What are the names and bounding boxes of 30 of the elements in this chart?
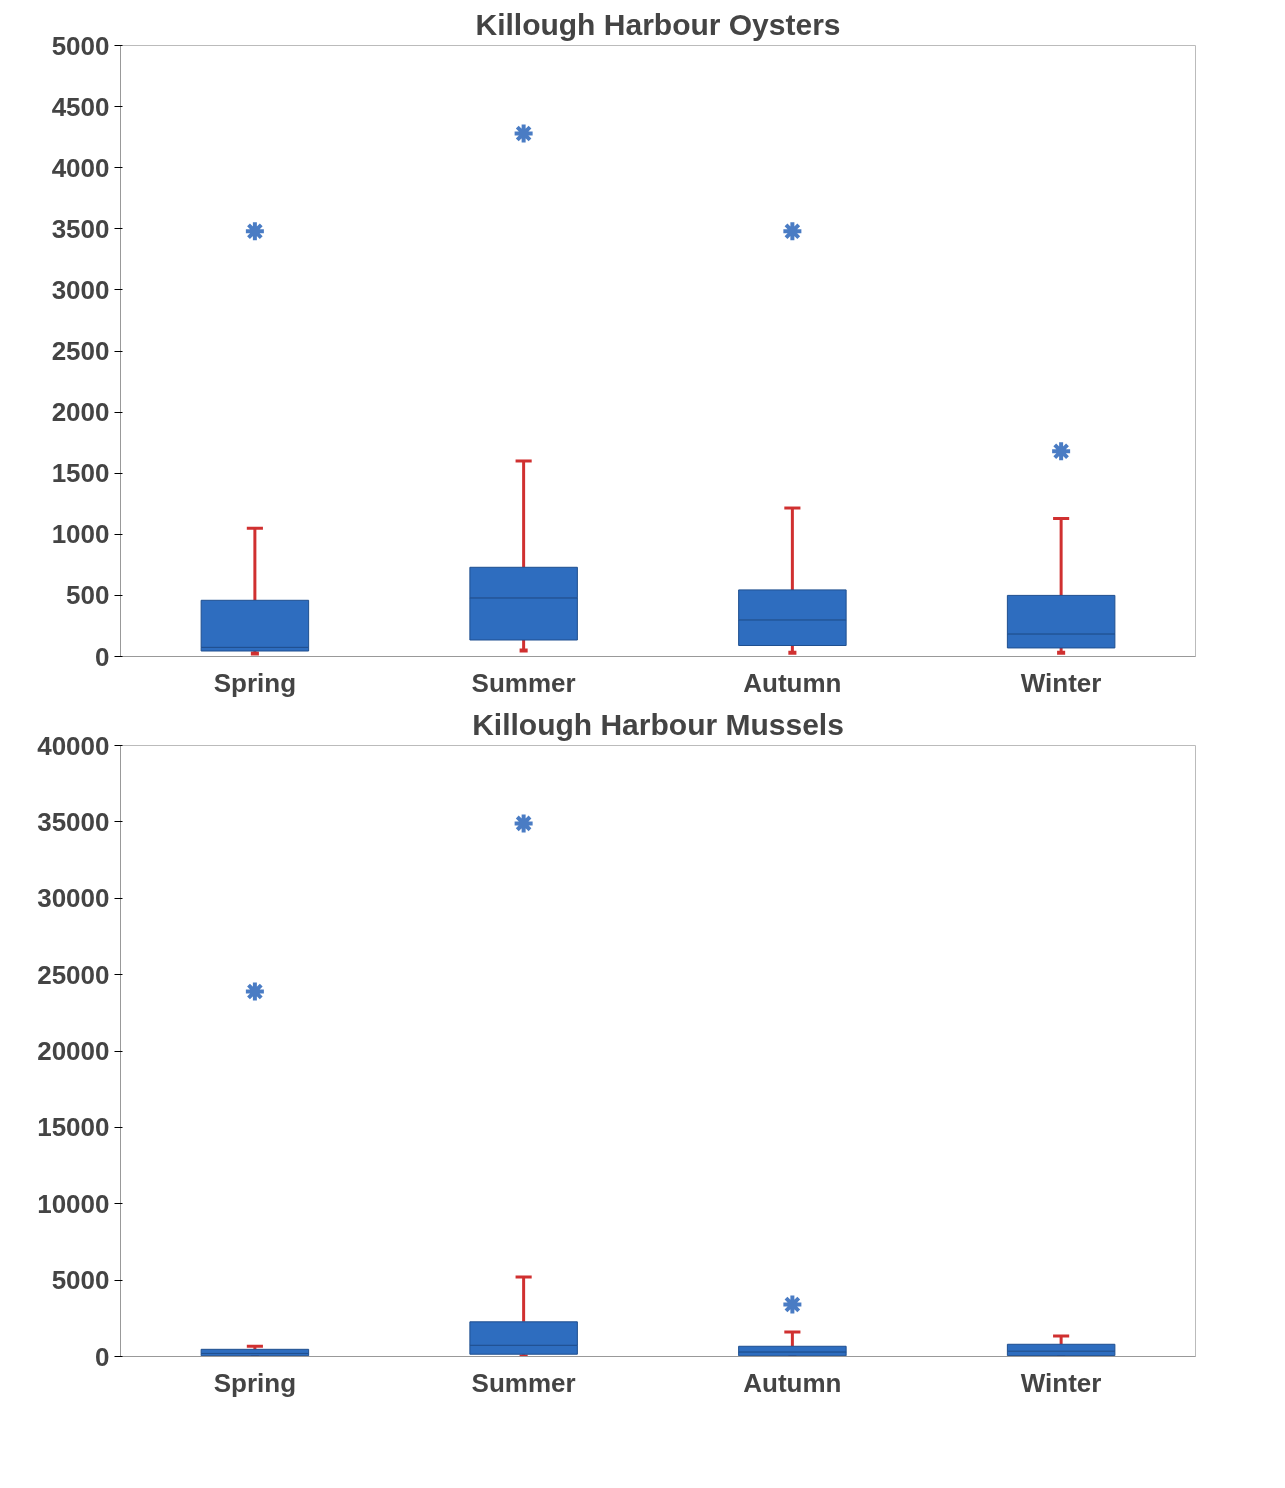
y-tick-label: 5000 — [51, 30, 110, 61]
y-tick-label: 500 — [66, 580, 110, 611]
x-tick-label: Winter — [1020, 667, 1102, 698]
y-tick-label: 40000 — [37, 730, 110, 761]
x-tick-label: Autumn — [743, 1367, 842, 1398]
y-tick-label: 25000 — [37, 959, 110, 990]
y-tick-label: 2000 — [51, 397, 110, 428]
y-tick-label: 4000 — [51, 152, 110, 183]
y-tick-label: 10000 — [37, 1188, 110, 1219]
y-tick-label: 20000 — [37, 1036, 110, 1066]
chart-title: Killough Harbour Oysters — [475, 7, 841, 41]
x-tick-label: Winter — [1020, 1367, 1102, 1398]
y-tick-label: 1000 — [51, 519, 110, 550]
x-tick-label: Spring — [213, 667, 297, 698]
y-tick-label: 30000 — [37, 883, 110, 914]
y-tick-label: 3000 — [51, 274, 110, 305]
x-tick-label: Autumn — [743, 667, 842, 698]
y-tick-label: 4500 — [51, 91, 110, 122]
y-tick-label: 1500 — [51, 458, 110, 489]
x-tick-label: Spring — [213, 1367, 297, 1398]
y-tick-label: 2500 — [51, 336, 110, 366]
y-tick-label: 35000 — [37, 806, 110, 837]
chart-title: Killough Harbour Mussels — [472, 707, 844, 741]
y-tick-label: 3500 — [51, 213, 110, 244]
x-tick-label: Summer — [471, 1367, 576, 1398]
y-tick-label: 15000 — [37, 1112, 110, 1143]
y-tick-label: 0 — [95, 1341, 110, 1372]
y-tick-label: 5000 — [51, 1265, 110, 1296]
x-tick-label: Summer — [471, 667, 576, 698]
y-tick-label: 0 — [95, 641, 110, 672]
